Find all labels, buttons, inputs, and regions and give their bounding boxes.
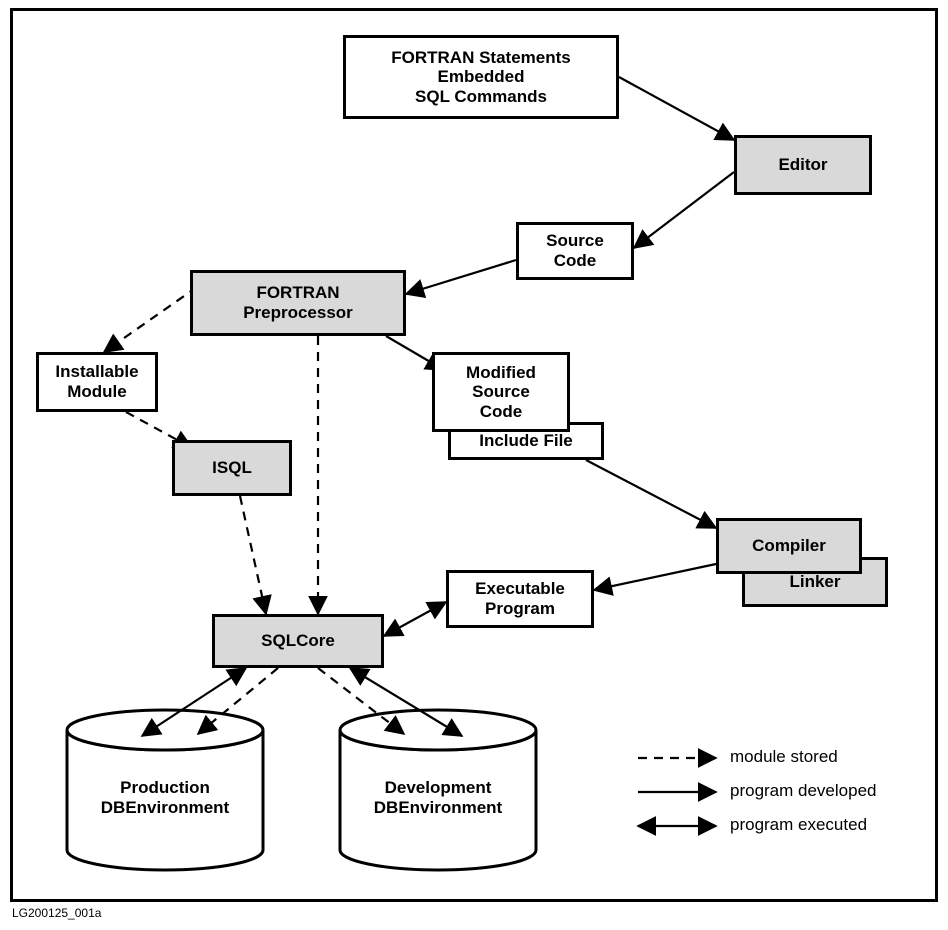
node-label: Preprocessor [243,303,353,323]
node-mod_src: ModifiedSourceCode [432,352,570,432]
node-label: SQLCore [261,631,335,651]
cylinder-label-dev_db: DevelopmentDBEnvironment [340,778,536,817]
node-label: ISQL [212,458,252,478]
cylinder-label-prod_db: ProductionDBEnvironment [67,778,263,817]
node-label: SQL Commands [391,87,570,107]
node-installable: InstallableModule [36,352,158,412]
node-label: FORTRAN [243,283,353,303]
node-label: Linker [789,572,840,592]
node-label: Program [475,599,565,619]
node-label: Source [546,231,604,251]
node-label: Compiler [752,536,826,556]
node-label: Modified [466,363,536,383]
node-compiler: Compiler [716,518,862,574]
legend-label: program executed [730,815,867,835]
node-label: Code [466,402,536,422]
legend-label: program developed [730,781,876,801]
node-fortran_pre: FORTRANPreprocessor [190,270,406,336]
node-sqlcore: SQLCore [212,614,384,668]
node-editor: Editor [734,135,872,195]
legend-label: module stored [730,747,838,767]
node-label: Code [546,251,604,271]
node-label: Embedded [391,67,570,87]
node-isql: ISQL [172,440,292,496]
node-source_code: SourceCode [516,222,634,280]
node-label: FORTRAN Statements [391,48,570,68]
node-label: Installable [55,362,138,382]
diagram-frame: LG200125_001a Include File Linker FORTRAN … [0,0,948,930]
node-label: Include File [479,431,573,451]
node-label: Module [55,382,138,402]
node-fortran_stmts: FORTRAN StatementsEmbeddedSQL Commands [343,35,619,119]
node-label: Executable [475,579,565,599]
node-label: Source [466,382,536,402]
node-exec_prog: ExecutableProgram [446,570,594,628]
figure-caption: LG200125_001a [12,906,101,920]
node-label: Editor [778,155,827,175]
